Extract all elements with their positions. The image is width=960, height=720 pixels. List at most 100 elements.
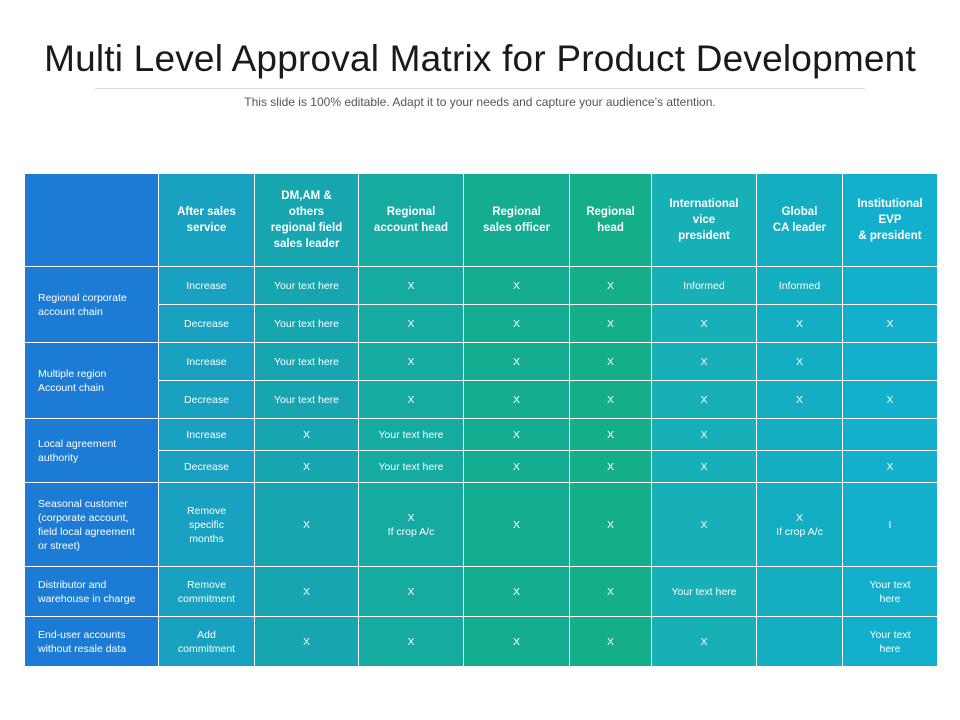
column-header-line: service [186,222,227,234]
column-header-line: Institutional [857,198,923,210]
matrix-cell-line: X [700,428,708,441]
matrix-cell: Your text here [254,342,359,381]
column-header-line: After sales [177,206,236,218]
row-group-label-line: Account chain [38,381,104,394]
matrix-cell: X [569,450,652,483]
matrix-cell: X [254,566,359,617]
matrix-cell-line: X [512,635,520,648]
matrix-cell-line: X [606,393,614,406]
table-row: Regional corporate account chain Increase Y… [24,266,938,343]
matrix-cell: Your text here [254,304,359,343]
matrix-cell-line: X [700,393,708,406]
matrix-cell: Your text here [842,566,938,617]
row-group-label-line: End-user accounts [38,628,126,641]
matrix-cell-line: X [302,460,310,473]
matrix-cell-line: X [512,279,520,292]
column-header-line: president [678,230,730,242]
column-header-line: CA leader [772,222,827,234]
matrix-cell: Decrease [158,380,255,419]
matrix-cell: X [651,342,757,381]
matrix-cell-line: X [512,460,520,473]
matrix-cell-line: X [795,511,803,524]
matrix-cell-line: X [606,635,614,648]
matrix-cell-line: If crop A/c [776,525,823,538]
matrix-cell: X [569,342,652,381]
row-group-label-line: field local agreement [38,525,135,538]
matrix-cell-line: X [606,355,614,368]
matrix-cell-line: X [512,585,520,598]
matrix-cell: Your text here [358,418,464,451]
column-header-line: Regional [492,206,541,218]
row-group-label: Regional corporate account chain [24,266,159,343]
row-group-label-line: Multiple region [38,367,107,380]
matrix-cell-line: X [407,279,415,292]
row-group-label: End-user accounts without resale data [24,616,159,667]
matrix-cell: X [756,342,843,381]
matrix-cell: X [569,418,652,451]
row-group-label: Local agreement authority [24,418,159,483]
matrix-cell-line: X [407,355,415,368]
matrix-cell: X [651,450,757,483]
matrix-cell: X [358,616,464,667]
matrix-cell [842,266,938,305]
matrix-cell-line: X [886,460,894,473]
matrix-cell: Remove commitment [158,566,255,617]
matrix-cell-line: X [795,393,803,406]
column-header: Regional sales officer [463,173,570,267]
matrix-cell-line: months [189,532,224,545]
matrix-cell: X [358,380,464,419]
matrix-cell: X [756,380,843,419]
matrix-cell: Your text here [254,380,359,419]
matrix-cell-line: Your text here [274,393,339,406]
matrix-cell: X [254,482,359,567]
matrix-cell-line: X [302,428,310,441]
matrix-cell-line: Your text here [671,585,737,598]
matrix-cell: Informed [756,266,843,305]
matrix-cell: X [651,304,757,343]
matrix-cell-line: X [606,279,614,292]
matrix-cell: X [358,266,464,305]
matrix-cell [756,418,843,451]
matrix-cell-line: Remove [186,578,227,591]
matrix-cell: X [842,450,938,483]
matrix-cell: I [842,482,938,567]
matrix-cell: X [651,616,757,667]
column-header: DM,AM & others regional field sales leader [254,173,359,267]
matrix-cell [842,342,938,381]
matrix-cell: X [358,342,464,381]
matrix-cell-line: commitment [177,592,236,605]
matrix-cell-line: Decrease [184,460,229,473]
matrix-cell-line: X [407,317,415,330]
page-subtitle: This slide is 100% editable. Adapt it to… [244,95,716,109]
matrix-cell-line: X [512,428,520,441]
matrix-cell [756,566,843,617]
matrix-cell-line: X [302,635,310,648]
approval-matrix-table: After sales service DM,AM & others regional … [24,173,938,667]
matrix-cell: X [651,482,757,567]
header-corner-cell [24,173,159,267]
matrix-cell: X [842,380,938,419]
matrix-cell-line: X [606,317,614,330]
matrix-cell: Decrease [158,304,255,343]
matrix-cell: Remove specific months [158,482,255,567]
row-group-label-line: or street) [38,539,81,552]
matrix-cell-line: X [700,518,708,531]
matrix-cell: X [463,482,570,567]
matrix-cell: X If crop A/c [756,482,843,567]
table-row: End-user accounts without resale data Add c… [24,616,938,667]
row-group-label-line: warehouse in charge [38,592,136,605]
matrix-cell-line: Your text [869,628,911,641]
matrix-cell: X [569,566,652,617]
column-header: Regional account head [358,173,464,267]
row-group-label-line: authority [38,451,79,464]
column-header-line: sales leader [273,238,340,250]
matrix-cell-line: Add [197,628,216,641]
matrix-cell: Your text here [358,450,464,483]
matrix-cell-line: X [886,393,894,406]
matrix-cell-line: here [879,642,901,655]
matrix-cell-line: Informed [778,279,821,292]
row-group-label: Multiple region Account chain [24,342,159,419]
column-header-line: Regional [386,206,436,218]
matrix-cell-line: X [407,635,415,648]
column-header: Regional head [569,173,652,267]
